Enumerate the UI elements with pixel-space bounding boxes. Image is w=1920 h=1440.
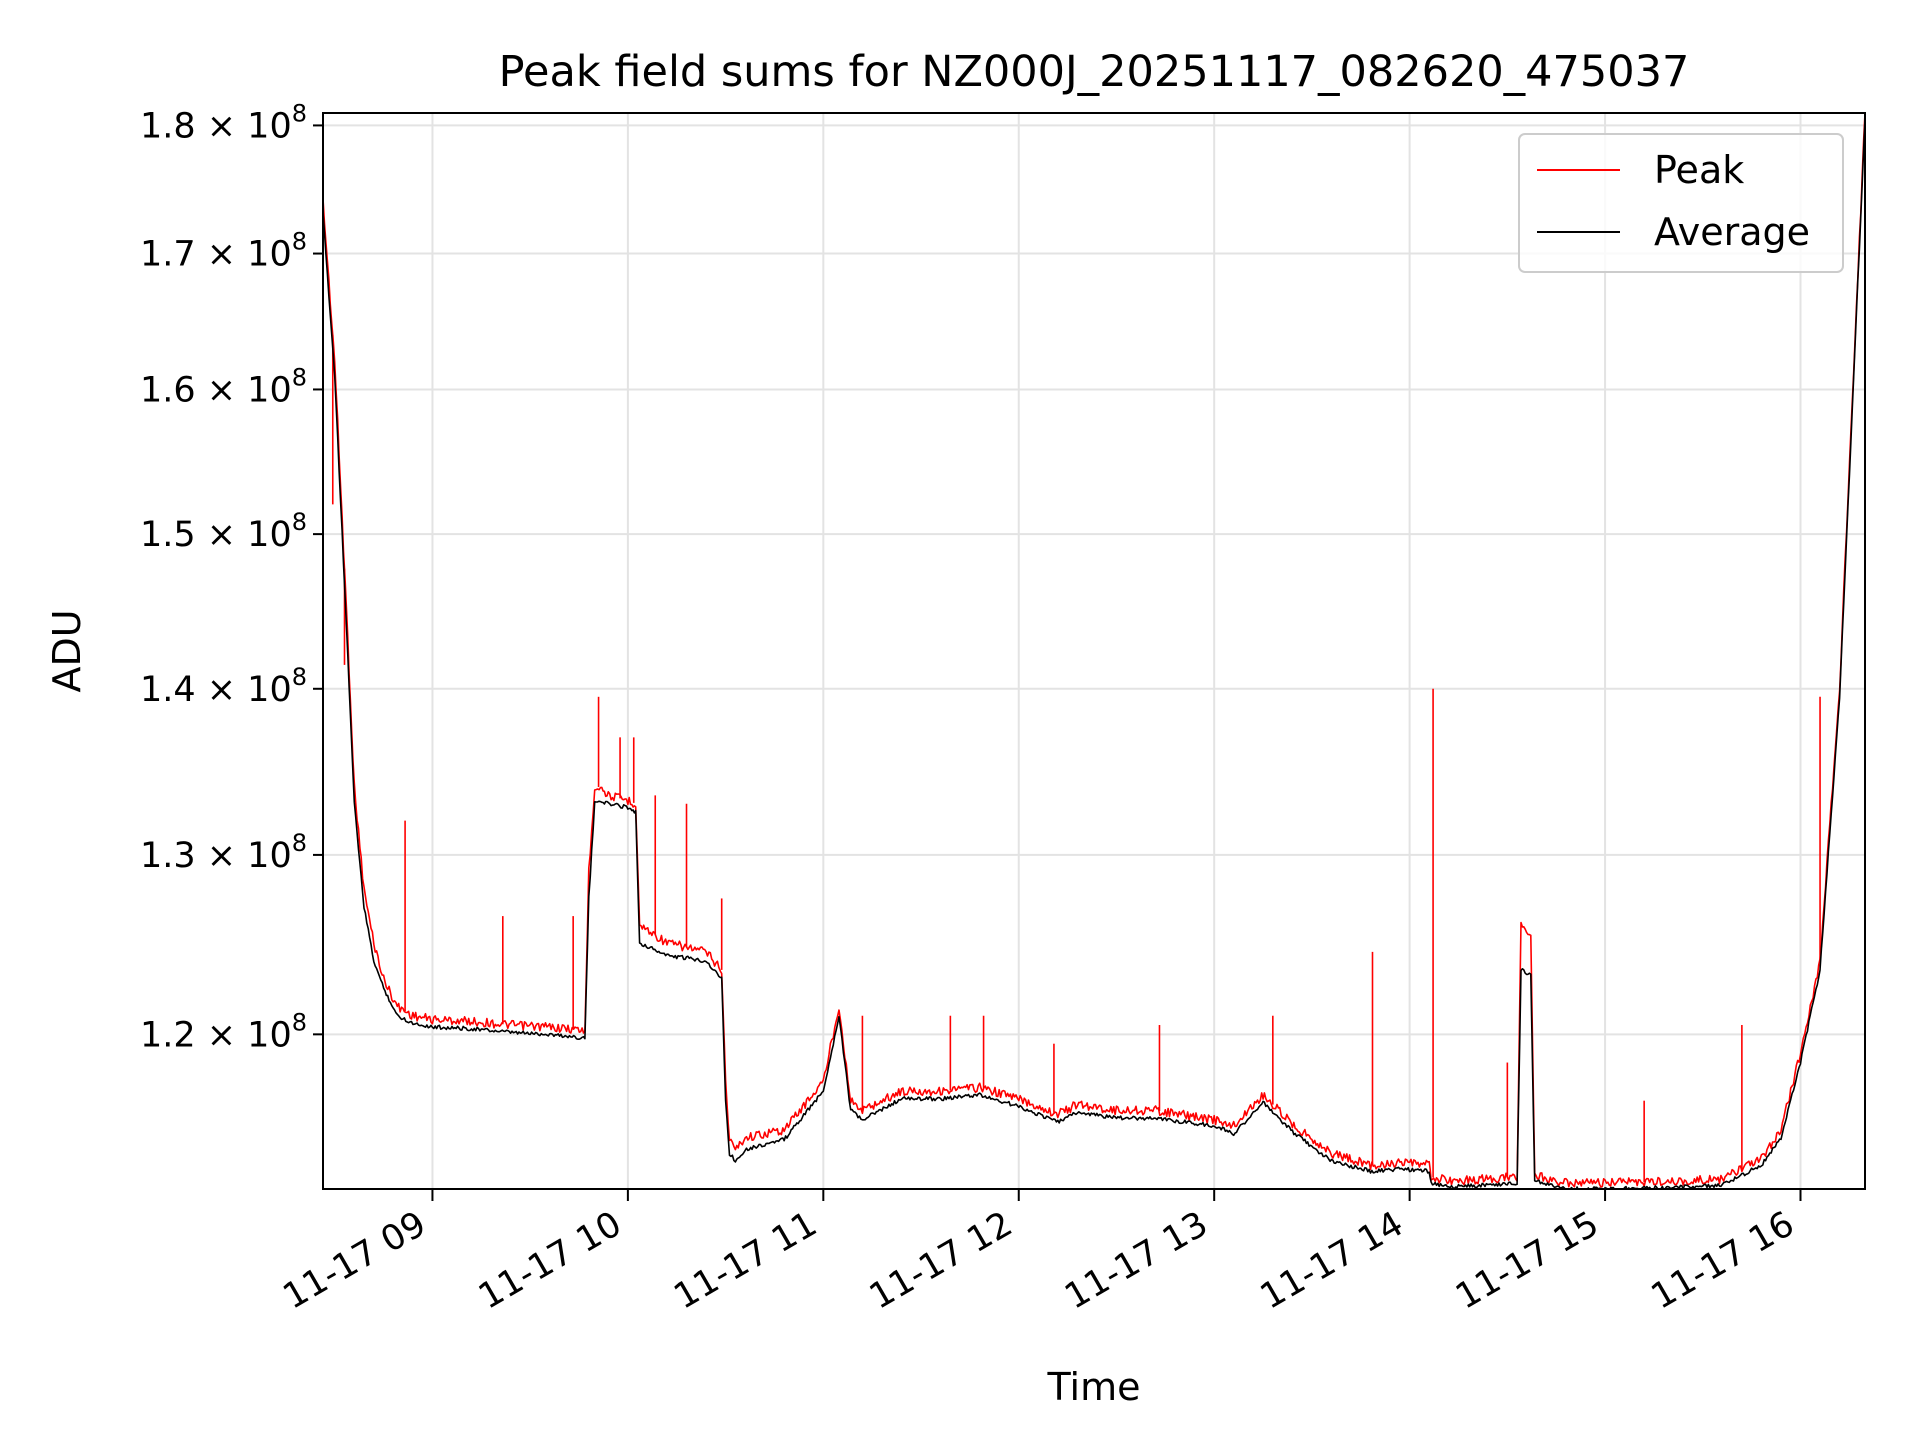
y-axis-label: ADU (45, 609, 89, 692)
y-tick-label: 1.8 × 108 (140, 99, 307, 146)
y-tick-label: 1.2 × 108 (140, 1008, 307, 1055)
y-tick-label: 1.5 × 108 (140, 508, 307, 555)
series-line-peak (323, 113, 1865, 1188)
legend-label-average: Average (1654, 210, 1810, 254)
series-layer (323, 113, 1865, 1189)
y-tick-label: 1.3 × 108 (140, 829, 307, 876)
grid-layer (323, 113, 1865, 1189)
y-axis: 1.2 × 108 1.3 × 108 1.4 × 108 1.5 × 108 1.6 … (140, 99, 323, 1055)
x-axis-label: Time (1047, 1365, 1141, 1409)
legend-label-peak: Peak (1654, 148, 1744, 192)
series-line-average (323, 119, 1865, 1189)
plot-frame (322, 112, 1866, 1190)
legend-box (1518, 133, 1844, 273)
chart-title: Peak field sums for NZ000J_20251117_0826… (499, 47, 1690, 97)
y-tick-label: 1.7 × 108 (140, 228, 307, 275)
y-tick-label: 1.6 × 108 (140, 363, 307, 410)
y-tick-label: 1.4 × 108 (140, 663, 307, 710)
legend: Peak Average (1518, 133, 1844, 273)
